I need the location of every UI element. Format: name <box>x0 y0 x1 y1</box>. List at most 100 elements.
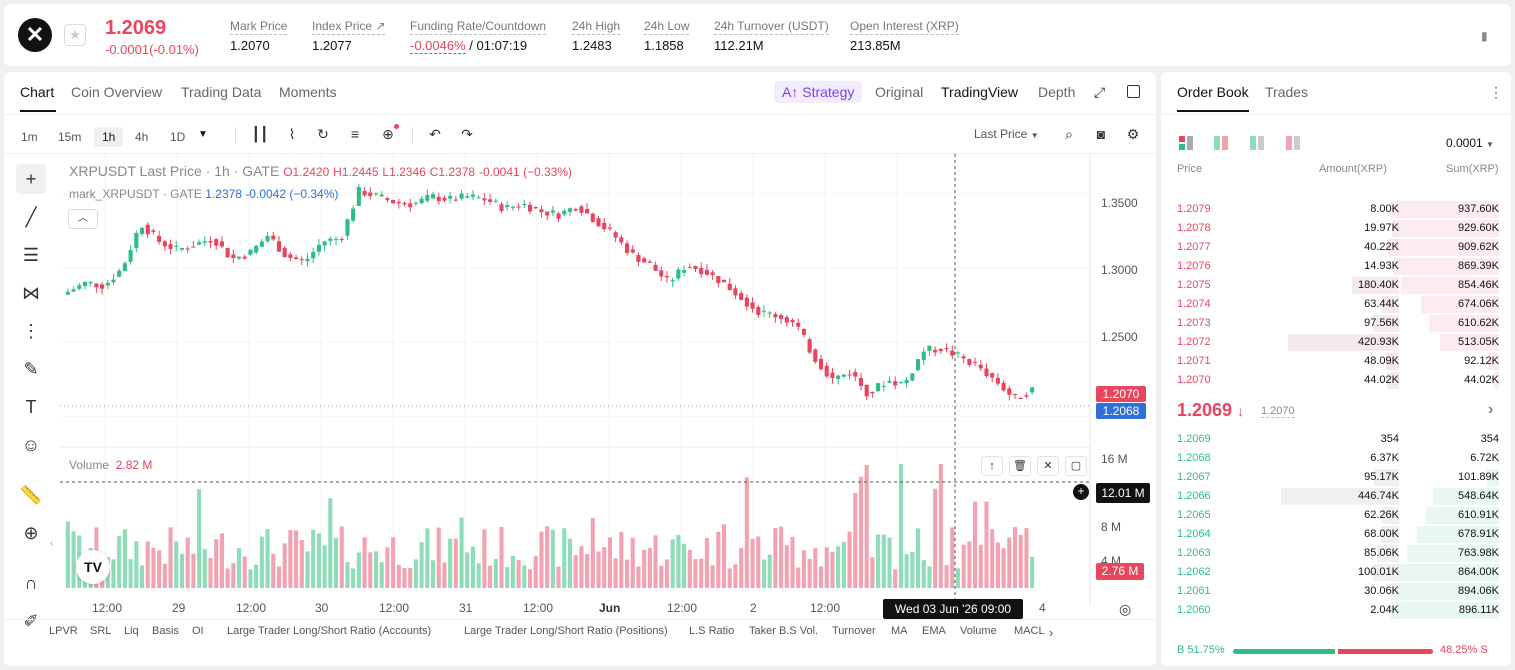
timeframe-1h[interactable]: 1h <box>94 127 124 147</box>
funding-rate-label[interactable]: Funding Rate/Countdown <box>410 19 547 35</box>
indicator-taker-bs-vol[interactable]: Taker B.S Vol. <box>749 625 819 637</box>
tab-trading-data[interactable]: Trading Data <box>181 84 262 100</box>
window-icon[interactable] <box>1127 85 1140 98</box>
indicator-liq[interactable]: Liq <box>124 625 139 637</box>
tab-order-book[interactable]: Order Book <box>1177 84 1249 100</box>
tab-depth[interactable]: Depth <box>1038 84 1076 100</box>
view-asks-icon[interactable] <box>1286 136 1300 150</box>
trendline-tool-icon[interactable]: ╱ <box>25 207 37 227</box>
precision-select[interactable]: 0.0001 ▼ <box>1446 136 1494 150</box>
undo-icon[interactable]: ↶ <box>429 126 441 142</box>
indicator-large-trader-accounts[interactable]: Large Trader Long/Short Ratio (Accounts) <box>227 625 432 637</box>
view-both-icon[interactable] <box>1179 136 1193 150</box>
indicator-large-trader-positions[interactable]: Large Trader Long/Short Ratio (Positions… <box>464 625 668 637</box>
zoom-tool-icon[interactable]: ⊕ <box>23 523 39 543</box>
indicator-basis[interactable]: Basis <box>152 625 179 637</box>
price-type-select[interactable]: Last Price ▼ <box>974 127 1039 141</box>
magnet-tool-icon[interactable]: ∩ <box>24 573 38 593</box>
candle-type-icon[interactable]: ┃┃ <box>251 126 269 142</box>
more-menu-icon[interactable]: ⋮ <box>1489 84 1503 100</box>
chevron-right-icon[interactable]: › <box>1488 401 1494 418</box>
redo-icon[interactable]: ↷ <box>461 126 473 142</box>
timeframe-15m[interactable]: 15m <box>58 130 82 144</box>
indicators-icon[interactable]: ⌇ <box>288 126 296 142</box>
timeframe-4h[interactable]: 4h <box>135 130 149 144</box>
tradingview-logo[interactable]: TV <box>76 550 110 584</box>
search-icon[interactable]: ⌕ <box>1065 126 1073 142</box>
text-tool-icon[interactable]: T <box>25 397 37 417</box>
bid-row[interactable]: 1.2065 62.26K 610.91K <box>1161 506 1511 525</box>
delete-icon[interactable]: 🗑 <box>1009 456 1031 476</box>
bid-row[interactable]: 1.2066 446.74K 548.64K <box>1161 487 1511 506</box>
ask-row[interactable]: 1.2070 44.02K 44.02K <box>1161 371 1511 390</box>
tab-moments[interactable]: Moments <box>279 84 337 100</box>
bid-row[interactable]: 1.2060 2.04K 896.11K <box>1161 601 1511 620</box>
indicator-lpvr[interactable]: LPVR <box>49 625 78 637</box>
bid-row[interactable]: 1.2061 30.06K 894.06K <box>1161 582 1511 601</box>
bid-row[interactable]: 1.2069 354 354 <box>1161 430 1511 449</box>
move-up-icon[interactable]: ↑ <box>981 456 1003 476</box>
chevron-down-icon[interactable]: ▼ <box>198 129 208 140</box>
bid-row[interactable]: 1.2062 100.01K 864.00K <box>1161 563 1511 582</box>
collapse-legend-button[interactable]: ︿ <box>68 209 98 229</box>
bid-row[interactable]: 1.2067 95.17K 101.89K <box>1161 468 1511 487</box>
tab-chart[interactable]: Chart <box>20 84 55 100</box>
indicator-volume[interactable]: Volume <box>960 625 997 637</box>
tab-trades[interactable]: Trades <box>1265 84 1309 100</box>
view-split-icon[interactable] <box>1214 136 1228 150</box>
indicator-srl[interactable]: SRL <box>90 625 112 637</box>
timeframe-1d[interactable]: 1D <box>170 130 186 144</box>
ask-row[interactable]: 1.2076 14.93K 869.39K <box>1161 257 1511 276</box>
bid-row[interactable]: 1.2064 68.00K 678.91K <box>1161 525 1511 544</box>
view-bids-icon[interactable] <box>1250 136 1264 150</box>
emoji-tool-icon[interactable]: ☺ <box>21 435 41 455</box>
candlestick-chart[interactable] <box>60 154 1096 614</box>
candle-body <box>225 247 230 258</box>
indicator-turnover[interactable]: Turnover <box>832 625 876 637</box>
replay-icon[interactable]: ↻ <box>317 126 329 142</box>
add-icon[interactable]: ⊕ <box>382 126 394 142</box>
favorite-star-icon[interactable]: ★ <box>64 24 86 46</box>
timeframe-1m[interactable]: 1m <box>21 130 38 144</box>
camera-icon[interactable]: ◙ <box>1096 126 1106 142</box>
indicator-ls-ratio[interactable]: L.S Ratio <box>689 625 735 637</box>
strategy-button[interactable]: A↑ Strategy <box>774 81 863 103</box>
indicator-oi[interactable]: OI <box>192 625 204 637</box>
fib-tool-icon[interactable]: ⋮ <box>22 321 40 341</box>
volume-bar <box>128 559 133 588</box>
brush-tool-icon[interactable]: ✎ <box>23 359 39 379</box>
book-icon[interactable]: ▮ <box>1481 29 1488 43</box>
add-alert-icon[interactable]: + <box>1073 484 1089 500</box>
crosshair-tool-icon[interactable]: + <box>16 164 46 194</box>
pattern-tool-icon[interactable]: ⋈ <box>22 283 40 303</box>
chevron-right-icon[interactable]: › <box>1049 625 1054 640</box>
tab-original[interactable]: Original <box>875 84 924 100</box>
eraser-tool-icon[interactable]: ✐ <box>23 611 39 631</box>
ask-row[interactable]: 1.2079 8.00K 937.60K <box>1161 200 1511 219</box>
ask-row[interactable]: 1.2071 48.09K 92.12K <box>1161 352 1511 371</box>
maximize-icon[interactable]: ▢ <box>1065 456 1087 476</box>
horizontal-lines-tool-icon[interactable]: ☰ <box>22 245 40 265</box>
tab-coin-overview[interactable]: Coin Overview <box>71 84 163 100</box>
ask-row[interactable]: 1.2075 180.40K 854.46K <box>1161 276 1511 295</box>
collapse-toolbar-icon[interactable]: ‹ <box>50 538 54 549</box>
indicator-macd[interactable]: MACL <box>1014 625 1045 637</box>
layout-icon[interactable]: ≡ <box>350 126 360 142</box>
ruler-tool-icon[interactable]: 📏 <box>19 485 43 505</box>
mark-price-label[interactable]: Mark Price <box>230 19 288 35</box>
ask-row[interactable]: 1.2077 40.22K 909.62K <box>1161 238 1511 257</box>
expand-icon[interactable]: ⤢ <box>1094 84 1106 100</box>
ask-row[interactable]: 1.2074 63.44K 674.06K <box>1161 295 1511 314</box>
indicator-ma[interactable]: MA <box>891 625 908 637</box>
bid-row[interactable]: 1.2068 6.37K 6.72K <box>1161 449 1511 468</box>
index-price-label[interactable]: Index Price ↗ <box>312 19 386 35</box>
ask-row[interactable]: 1.2078 19.97K 929.60K <box>1161 219 1511 238</box>
indicator-ema[interactable]: EMA <box>922 625 946 637</box>
bid-row[interactable]: 1.2063 85.06K 763.98K <box>1161 544 1511 563</box>
tab-tradingview[interactable]: TradingView <box>941 84 1019 100</box>
collapse-icon[interactable]: ✕ <box>1037 456 1059 476</box>
ask-row[interactable]: 1.2072 420.93K 513.05K <box>1161 333 1511 352</box>
ask-row[interactable]: 1.2073 97.56K 610.62K <box>1161 314 1511 333</box>
settings-gear-icon[interactable]: ⚙ <box>1126 126 1140 142</box>
time-settings-icon[interactable]: ◎ <box>1119 601 1132 617</box>
